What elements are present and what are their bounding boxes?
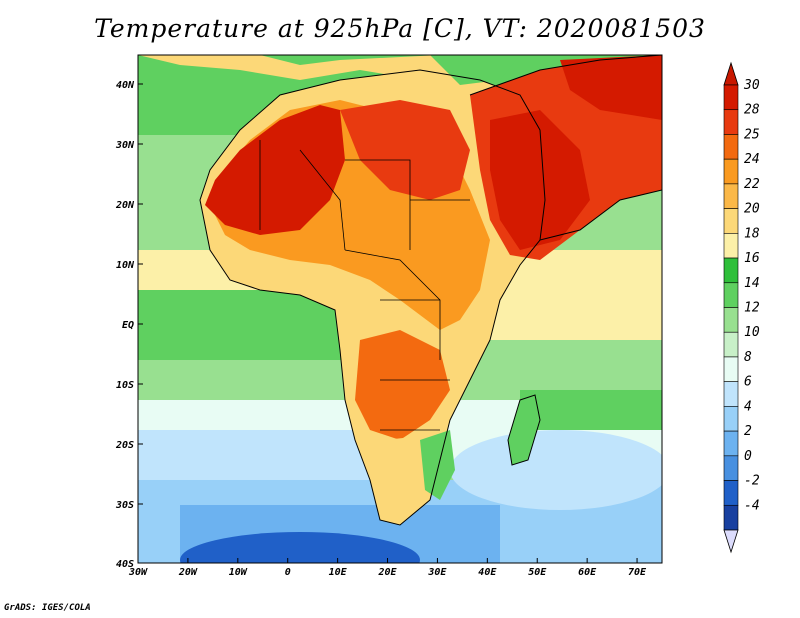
x-tick-label: 20W [178,567,198,578]
africa-coastline [199,69,546,526]
southeast-coast-green [420,430,455,500]
colorbar-label: 22 [744,177,760,192]
country-borders [259,140,470,431]
y-tick-label: 40S [116,559,134,570]
field-southern-deep [180,532,420,563]
y-tick-label: 20N [115,200,135,211]
colorbar-swatch [723,282,739,308]
x-tick-label: 30E [427,567,447,578]
sahara-hot-east [340,100,470,200]
europe-mild [138,55,460,80]
colorbar-label: 2 [744,424,752,439]
madagascar [508,395,540,465]
colorbar-label: 20 [744,202,760,217]
colorbar-swatch [723,307,739,333]
colorbar-swatch [723,109,739,135]
colorbar-swatch [723,257,739,284]
colorbar-label: 18 [744,226,760,241]
asia-coastline [469,55,662,241]
sahara-hot-west [205,105,345,235]
y-axis: 40N 30N 20N 10N EQ 10S 20S 30S 40S [115,80,143,570]
colorbar-swatch [723,331,739,358]
chart-title: Temperature at 925hPa [C], VT: 202008150… [94,14,706,43]
x-tick-label: 0 [285,567,291,578]
colorbar-swatch [723,183,739,209]
colorbar-swatch [723,208,739,234]
colorbar-swatch [723,158,739,185]
x-tick-label: 50E [528,567,547,578]
x-tick-label: 70E [628,567,647,578]
y-tick-label: 20S [115,440,134,451]
europe-green [430,55,520,85]
colorbar-label: 16 [744,251,760,266]
x-tick-label: 40E [478,567,497,578]
y-tick-label: 40N [116,80,135,91]
colorbar-swatch [723,356,739,382]
x-tick-label: 10E [329,567,348,578]
colorbar-under-arrow [723,529,739,554]
colorbar-label: -4 [744,498,760,513]
colorbar-swatch [723,504,739,531]
x-tick-label: 60E [578,567,597,578]
credit-label: GrADS: IGES/COLA [4,603,91,613]
colorbar-swatch [723,134,739,160]
colorbar-label: 0 [744,449,752,464]
x-tick-label: 10W [229,567,248,578]
field-indian-pale [450,430,662,510]
plot-frame [137,54,663,564]
colorbar-label: -2 [744,474,760,489]
iran-hot [560,55,662,120]
colorbar-label: 8 [744,350,752,365]
field-indian-green [520,390,662,430]
colorbar-swatch [723,233,739,259]
colorbar-label: 25 [744,127,760,142]
colorbar-swatch [723,455,739,481]
colorbar-swatch [723,84,739,111]
colorbar-swatch [723,430,739,457]
colorbar-label: 14 [744,276,760,291]
colorbar-label: 30 [743,78,760,93]
y-tick-label: 10S [116,380,134,391]
colorbar-swatch [723,406,739,432]
colorbar-label: 28 [744,103,760,118]
y-tick-label: 30S [115,500,134,511]
colorbar-label: 6 [744,375,752,390]
colorbar-label: 12 [744,301,760,316]
x-axis: 30W 20W 10W 0 10E 20E 30E 40E 50E 60E 70E [128,558,647,578]
y-tick-label: EQ [122,320,134,331]
temperature-field [138,55,662,563]
x-tick-label: 20E [377,567,397,578]
madagascar-coastline [507,394,541,466]
x-tick-label: 30W [128,567,148,578]
arabia-core [490,110,590,250]
colorbar-label: 4 [744,399,752,414]
y-tick-label: 30N [115,140,135,151]
southern-africa-warm [355,330,450,440]
colorbar-label: 24 [744,152,760,167]
y-tick-label: 10N [116,260,135,271]
colorbar-over-arrow [723,61,739,86]
colorbar-swatch [723,480,739,506]
colorbar-label: 10 [744,325,760,340]
colorbar-swatch [723,381,739,407]
